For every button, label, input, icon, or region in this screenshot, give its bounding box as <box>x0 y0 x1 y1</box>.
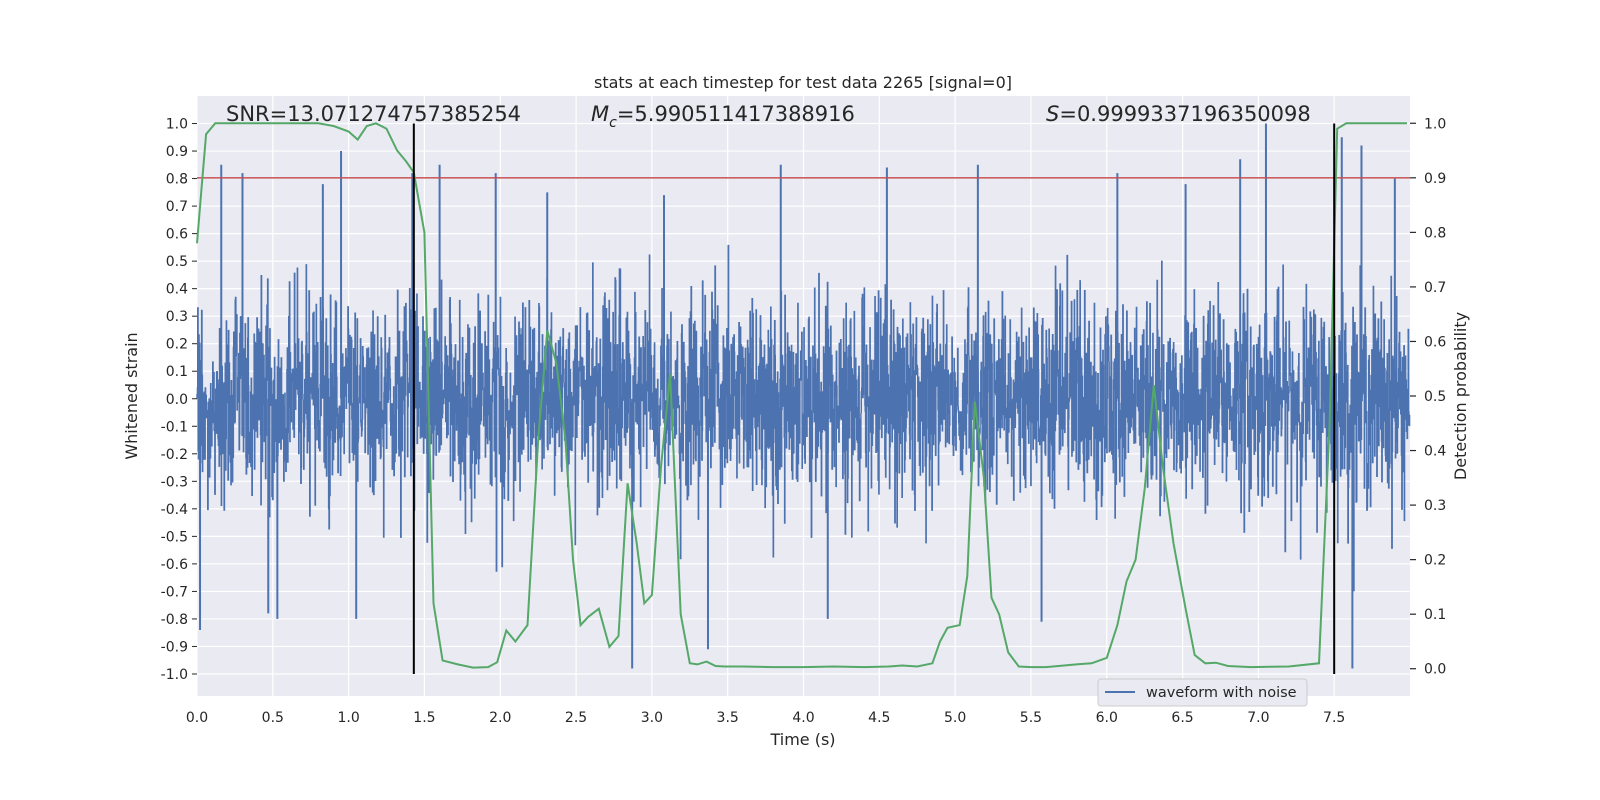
y-axis-ticks: -1.0 -0.9 -0.8 -0.7 -0.6 -0.5 -0.4 -0.3 -0.2 -0.1… <box>161 117 197 683</box>
x-tick-label: 1.0 <box>337 710 359 726</box>
y-tick-label: 1.0 <box>166 117 188 133</box>
x-tick-label: 5.5 <box>1020 710 1042 726</box>
y-tick-label: -0.6 <box>161 557 188 573</box>
y-tick-label: 0.7 <box>166 199 188 215</box>
y2-tick-label: 0.9 <box>1424 171 1446 187</box>
y-tick-label: -0.7 <box>161 584 188 600</box>
y-tick-label: -0.5 <box>161 529 188 545</box>
y-tick-label: -0.9 <box>161 639 188 655</box>
y2-tick-label: 1.0 <box>1424 116 1446 132</box>
x-tick-label: 2.0 <box>489 710 511 726</box>
x-tick-label: 4.5 <box>868 710 890 726</box>
x-tick-label: 7.5 <box>1323 710 1345 726</box>
x-axis-ticks: 0.0 0.5 1.0 1.5 2.0 2.5 3.0 3.5 4.0 4.5 5.0 5.5 6.0 6… <box>186 710 1345 726</box>
y-tick-label: 0.8 <box>166 172 188 188</box>
x-tick-label: 7.0 <box>1247 710 1269 726</box>
waveform-series <box>196 123 1411 669</box>
y2-tick-label: 0.0 <box>1424 662 1446 678</box>
y2-tick-label: 0.1 <box>1424 607 1446 623</box>
y-tick-label: -0.3 <box>161 474 188 490</box>
y-axis-label: Whitened strain <box>122 332 141 459</box>
score-annotation: S=0.9999337196350098 <box>1046 102 1311 126</box>
x-tick-label: 5.0 <box>944 710 966 726</box>
chart-title: stats at each timestep for test data 226… <box>594 73 1012 92</box>
chirp-mass-annotation: Mc=5.990511417388916 <box>591 102 855 131</box>
x-tick-label: 2.5 <box>565 710 587 726</box>
legend-label: waveform with noise <box>1146 685 1297 701</box>
y-tick-label: 0.9 <box>166 144 188 160</box>
y-tick-label: -0.2 <box>161 447 188 463</box>
y2-tick-label: 0.3 <box>1424 498 1446 514</box>
y2-tick-label: 0.2 <box>1424 553 1446 569</box>
legend: waveform with noise <box>1097 678 1308 707</box>
y-tick-label: 0.0 <box>166 392 188 408</box>
x-tick-label: 6.0 <box>1096 710 1118 726</box>
y-tick-label: -0.4 <box>161 502 188 518</box>
y-tick-label: 0.1 <box>166 364 188 380</box>
detection-probability-series <box>196 122 1407 669</box>
y2-tick-label: 0.7 <box>1424 280 1446 296</box>
y2-tick-label: 0.6 <box>1424 334 1446 350</box>
y2-axis-label: Detection probability <box>1451 312 1470 480</box>
merger-time-markers <box>412 123 1336 674</box>
y-tick-label: 0.6 <box>166 227 188 243</box>
y-tick-label: 0.4 <box>166 282 188 298</box>
y-tick-label: -0.1 <box>161 419 188 435</box>
x-tick-label: 0.0 <box>186 710 208 726</box>
x-tick-label: 3.5 <box>717 710 739 726</box>
detection-probability-line <box>196 122 1407 669</box>
y2-axis-ticks: 0.0 0.1 0.2 0.3 0.4 0.5 0.6 0.7 0.8 0.9 1.0 <box>1410 116 1446 678</box>
x-tick-label: 3.0 <box>641 710 663 726</box>
y2-tick-label: 0.4 <box>1424 444 1446 460</box>
y-tick-label: 0.3 <box>166 309 188 325</box>
y2-tick-label: 0.5 <box>1424 389 1446 405</box>
x-axis-label: Time (s) <box>769 730 835 749</box>
y-tick-label: 0.2 <box>166 337 188 353</box>
x-tick-label: 0.5 <box>262 710 284 726</box>
y-tick-label: 0.5 <box>166 254 188 270</box>
x-tick-label: 4.0 <box>792 710 814 726</box>
y-tick-label: -0.8 <box>161 612 188 628</box>
x-tick-label: 1.5 <box>413 710 435 726</box>
x-tick-label: 6.5 <box>1171 710 1193 726</box>
waveform-trace <box>196 244 1411 592</box>
y2-tick-label: 0.8 <box>1424 225 1446 241</box>
snr-annotation: SNR=13.071274757385254 <box>226 102 521 126</box>
legend-box <box>1097 678 1308 707</box>
y-tick-label: -1.0 <box>161 667 188 683</box>
